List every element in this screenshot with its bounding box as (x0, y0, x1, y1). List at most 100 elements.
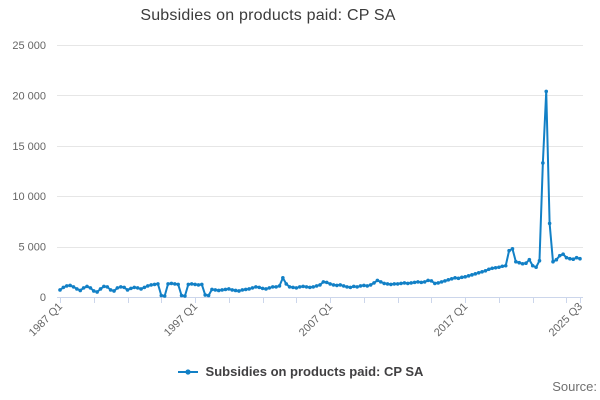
series-point-marker (186, 282, 191, 287)
series-point-marker (335, 283, 339, 288)
series-point-marker (574, 255, 579, 260)
series-point-marker (115, 286, 120, 290)
series-point-marker (449, 277, 454, 281)
source-label: Source: (552, 379, 597, 394)
series-point-marker (318, 283, 322, 287)
series-point-marker (443, 279, 447, 283)
x-axis-label: 2007 Q1 (297, 301, 335, 339)
series-point-marker (493, 265, 498, 270)
series-point-marker (355, 285, 359, 289)
x-axis-label: 2025 Q3 (547, 301, 585, 339)
series-point-marker (341, 284, 346, 288)
series-point-marker (216, 288, 221, 293)
series-point-marker (122, 285, 126, 290)
series-point-marker (368, 283, 373, 287)
series-point-marker (324, 280, 329, 285)
series-point-marker (297, 285, 302, 289)
series-point-marker (328, 282, 332, 286)
y-axis-label: 15 000 (12, 141, 46, 153)
series-point-marker (159, 293, 164, 298)
series-point-marker (223, 287, 228, 292)
series-point-marker (145, 284, 150, 288)
series-point-marker (230, 288, 235, 292)
series-point-marker (500, 264, 505, 269)
legend-line-marker-icon (177, 368, 198, 375)
series-point-marker (58, 288, 62, 292)
series-point-marker (294, 286, 299, 290)
series-point-marker (372, 281, 376, 285)
y-axis-label: 10 000 (12, 191, 46, 203)
series-point-marker (514, 259, 518, 264)
series-point-marker (480, 270, 484, 274)
series-point-marker (284, 282, 289, 286)
series-point-marker (176, 282, 180, 287)
series-point-marker (281, 276, 285, 280)
series-point-marker (561, 252, 565, 256)
series-point-marker (419, 280, 424, 285)
series-point-marker (304, 285, 309, 289)
series-point-marker (412, 280, 417, 285)
series-point-marker (537, 258, 542, 263)
series-point-marker (331, 283, 336, 287)
series-point-marker (358, 284, 363, 288)
series-point-marker (395, 282, 400, 286)
series-point-marker (524, 261, 528, 266)
series-point-marker (240, 288, 245, 292)
series-point-marker (166, 282, 170, 286)
series-point-marker (405, 281, 410, 286)
series-point-marker (243, 287, 248, 292)
series-point-marker (274, 285, 278, 289)
x-axis-label: 2017 Q1 (432, 301, 470, 339)
series-point-marker (61, 285, 66, 290)
series-point-marker (105, 285, 110, 289)
series-point-marker (227, 287, 231, 291)
series-point-marker (152, 282, 157, 287)
series-point-marker (490, 266, 495, 271)
y-axis-label: 20 000 (12, 90, 46, 102)
series-point-marker (453, 276, 457, 280)
series-point-marker (470, 273, 474, 277)
series-point-marker (375, 278, 380, 283)
series-point-marker (135, 286, 140, 290)
series-point-marker (483, 268, 488, 273)
series-point-marker (162, 294, 167, 298)
series-point-marker (541, 161, 545, 165)
series-point-marker (156, 282, 160, 286)
series-point-marker (551, 259, 555, 264)
series-point-marker (321, 280, 326, 284)
x-axis-label: 1997 Q1 (162, 301, 200, 339)
series-point-marker (426, 278, 430, 283)
series-point-marker (189, 282, 194, 286)
series-point-marker (446, 278, 451, 282)
series-point-marker (476, 271, 481, 275)
series-point-marker (507, 248, 511, 253)
series-point-marker (301, 284, 305, 289)
series-point-marker (196, 283, 201, 287)
series-point-marker (416, 280, 420, 284)
series-point-marker (200, 282, 204, 287)
series-point-marker (179, 293, 184, 298)
series-point-marker (362, 283, 366, 288)
legend-item[interactable]: Subsidies on products paid: CP SA (0, 364, 600, 379)
series-point-marker (291, 285, 295, 290)
series-point-marker (267, 286, 272, 290)
series-point-marker (237, 289, 241, 293)
series-point-marker (554, 257, 559, 262)
y-axis-label: 0 (40, 292, 46, 304)
y-axis-label: 5 000 (18, 242, 46, 254)
series-point-marker (311, 285, 316, 289)
series-point-marker (203, 293, 207, 297)
series-point-marker (338, 283, 343, 287)
series-point-marker (392, 282, 397, 286)
series-point-marker (68, 283, 72, 288)
series-point-marker (460, 275, 464, 280)
x-axis-label: 1987 Q1 (27, 301, 65, 339)
series-point-marker (466, 274, 471, 278)
series-point-marker (132, 285, 137, 290)
series-point-marker (568, 256, 572, 261)
series-point-marker (213, 288, 218, 292)
series-point-marker (64, 284, 69, 288)
series-point-marker (436, 281, 440, 285)
series-point-marker (382, 281, 386, 286)
